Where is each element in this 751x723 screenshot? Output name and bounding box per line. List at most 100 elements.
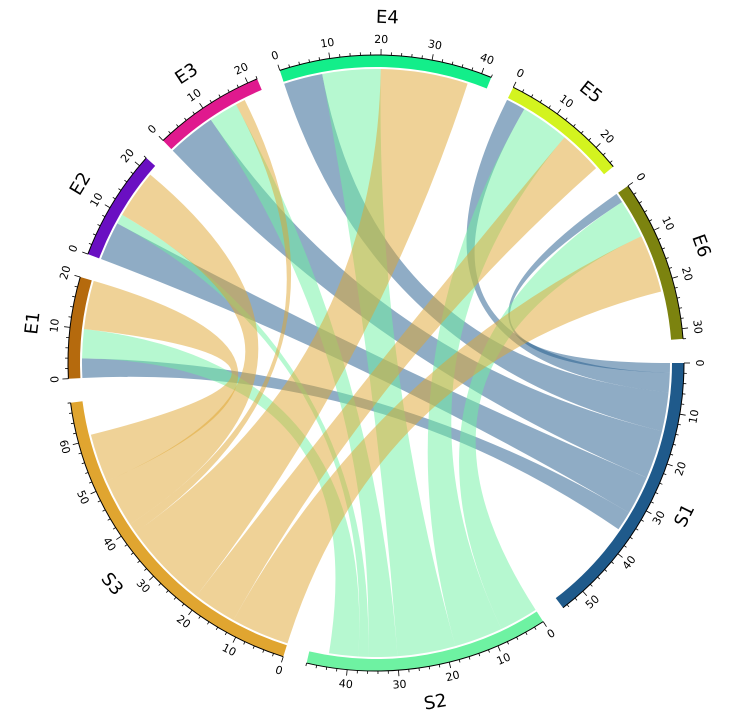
sector-arc-s2 xyxy=(306,611,544,671)
minor-tick xyxy=(629,536,633,540)
minor-tick xyxy=(516,636,519,640)
minor-tick xyxy=(102,214,106,218)
minor-tick xyxy=(458,659,461,663)
minor-tick xyxy=(565,117,568,121)
major-tick xyxy=(74,274,81,278)
minor-tick xyxy=(539,99,543,103)
tick-label: 0 xyxy=(274,663,285,678)
minor-tick xyxy=(548,105,551,109)
tick-label: 20 xyxy=(598,127,617,146)
tick-label: 20 xyxy=(444,668,461,684)
minor-tick xyxy=(611,561,614,564)
sector-s2: 0 10 20 30 40 S2 xyxy=(305,611,558,715)
minor-tick xyxy=(451,61,454,65)
minor-tick xyxy=(428,666,431,670)
tick-label: 10 xyxy=(320,36,336,51)
tick-label: 20 xyxy=(118,146,137,165)
sector-axis-e3 xyxy=(162,78,258,141)
ribbon-s1-e4 xyxy=(284,73,669,432)
major-tick xyxy=(244,77,249,84)
major-tick xyxy=(671,276,678,279)
major-tick xyxy=(346,669,348,676)
sector-name-e6: E6 xyxy=(687,232,714,261)
minor-tick xyxy=(506,641,509,645)
sector-e2: 0 10 20 E2 xyxy=(66,146,156,259)
minor-tick xyxy=(209,99,212,103)
minor-tick xyxy=(272,653,274,657)
minor-tick xyxy=(173,596,177,600)
minor-tick xyxy=(674,287,678,289)
sector-arc-e1 xyxy=(67,277,92,379)
tick-label: 20 xyxy=(174,612,193,631)
sector-axis-e5 xyxy=(513,86,614,167)
tick-label: 10 xyxy=(495,650,513,667)
minor-tick xyxy=(198,615,201,619)
minor-tick xyxy=(534,626,537,630)
tick-label: 0 xyxy=(514,66,526,81)
tick-label: 10 xyxy=(220,641,238,659)
minor-tick xyxy=(640,519,644,522)
ribbon-s2-e5 xyxy=(427,109,565,647)
minor-tick xyxy=(597,576,600,580)
major-tick xyxy=(512,81,517,88)
sector-name-e2: E2 xyxy=(66,169,96,199)
major-tick xyxy=(148,575,154,581)
minor-tick xyxy=(88,481,93,484)
major-tick xyxy=(104,204,111,209)
minor-tick xyxy=(165,590,169,593)
sector-axis-s2 xyxy=(306,621,544,672)
major-tick xyxy=(481,67,485,74)
major-tick xyxy=(653,227,660,231)
tick-label: 40 xyxy=(100,535,119,554)
minor-tick xyxy=(644,210,648,213)
minor-tick xyxy=(318,57,321,61)
ribbon-s3-e5 xyxy=(196,137,597,621)
major-tick xyxy=(645,510,652,515)
ribbon-s1-e1 xyxy=(82,358,630,530)
major-tick xyxy=(617,553,623,558)
tick-label: 0 xyxy=(545,626,558,641)
minor-tick xyxy=(305,662,307,667)
minor-tick xyxy=(649,219,653,222)
minor-tick xyxy=(650,501,654,504)
minor-tick xyxy=(679,307,683,309)
tick-label: 10 xyxy=(686,409,701,425)
minor-tick xyxy=(658,237,662,240)
minor-tick xyxy=(663,473,667,476)
ribbon-s3-e2 xyxy=(106,174,259,525)
tick-label: 40 xyxy=(620,553,639,572)
minor-tick xyxy=(168,131,171,134)
minor-tick xyxy=(655,492,659,495)
minor-tick xyxy=(215,627,219,631)
tick-label: 30 xyxy=(690,319,704,334)
minor-tick xyxy=(73,432,77,435)
major-tick xyxy=(328,52,331,59)
minor-tick xyxy=(227,89,230,93)
tick-label: 60 xyxy=(57,438,73,455)
minor-tick xyxy=(137,560,141,563)
minor-tick xyxy=(574,597,578,601)
sector-arc-e5 xyxy=(507,87,614,175)
minor-tick xyxy=(604,569,608,572)
minor-tick xyxy=(176,124,179,128)
tick-label: 30 xyxy=(650,509,668,528)
major-tick xyxy=(682,327,689,329)
minor-tick xyxy=(144,568,147,571)
minor-tick xyxy=(85,472,89,474)
minor-tick xyxy=(124,544,128,547)
sector-arc-e2 xyxy=(87,157,156,259)
sector-axis-s1 xyxy=(562,362,685,609)
minor-tick xyxy=(255,75,258,80)
minor-tick xyxy=(88,243,92,245)
minor-tick xyxy=(665,257,669,260)
minor-tick xyxy=(490,74,493,78)
sector-name-s1: S1 xyxy=(670,501,699,531)
minor-tick xyxy=(661,247,666,250)
sector-name-s3: S3 xyxy=(96,569,127,600)
major-tick xyxy=(281,656,284,663)
minor-tick xyxy=(70,306,74,308)
tick-label: 50 xyxy=(583,593,602,612)
major-tick xyxy=(448,662,452,669)
minor-tick xyxy=(218,94,221,98)
